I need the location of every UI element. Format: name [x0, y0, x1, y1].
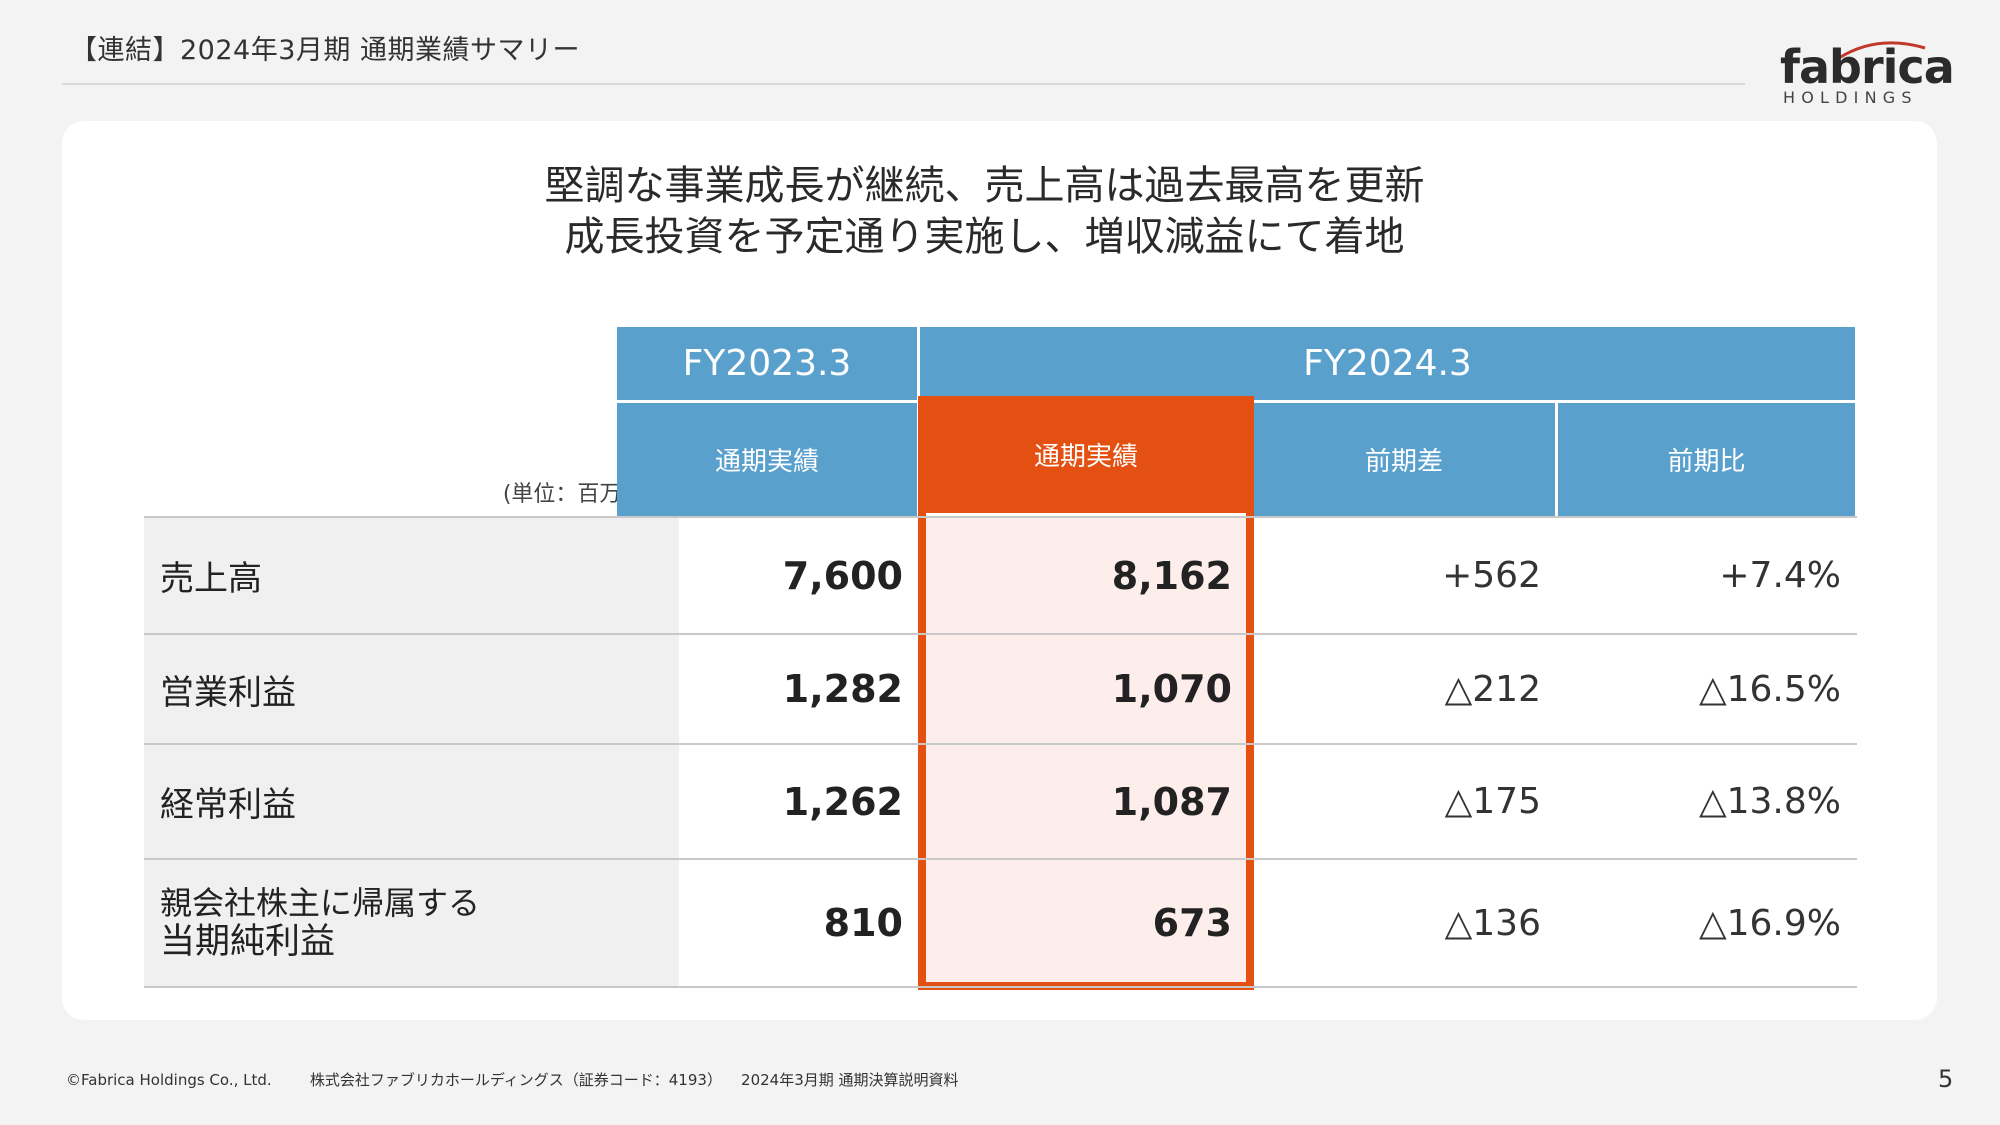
column-header-fy2024-actual: 通期実績 [918, 396, 1254, 513]
table-rule [144, 858, 1857, 860]
cell-fy2023: 1,282 [782, 667, 903, 711]
cell-fy2024: 1,070 [1111, 667, 1232, 711]
highlight-column-fill [924, 516, 1248, 986]
table-rule [144, 633, 1857, 635]
row-label-operating-profit: 営業利益 [144, 635, 679, 743]
row-label-net-income: 親会社株主に帰属する 当期純利益 [144, 860, 679, 986]
cell-fy2024: 1,087 [1111, 779, 1232, 824]
footer-document: 2024年3月期 通期決算説明資料 [741, 1071, 959, 1089]
column-header-fy2023-actual: 通期実績 [617, 403, 917, 516]
footer-company: 株式会社ファブリカホールディングス（証券コード：4193） [309, 1071, 722, 1089]
page-footer: ©Fabrica Holdings Co., Ltd. 株式会社ファブリカホール… [66, 1069, 959, 1090]
cell-ratio: △16.9% [1698, 902, 1841, 944]
logo-wordmark: fabrica [1780, 40, 1955, 94]
cell-ratio: △16.5% [1698, 668, 1841, 710]
headline: 堅調な事業成長が継続、売上高は過去最高を更新 成長投資を予定通り実施し、増収減益… [62, 161, 1907, 263]
page-title: 【連結】2024年3月期 通期業績サマリー [70, 35, 580, 66]
table-rule [144, 516, 1857, 518]
headline-line-2: 成長投資を予定通り実施し、増収減益にて着地 [564, 214, 1405, 260]
summary-card: 堅調な事業成長が継続、売上高は過去最高を更新 成長投資を予定通り実施し、増収減益… [62, 121, 1937, 1020]
column-header-diff: 前期差 [1253, 403, 1555, 516]
cell-fy2023: 1,262 [782, 779, 903, 824]
cell-ratio: △13.8% [1698, 781, 1841, 822]
cell-fy2023: 810 [823, 901, 903, 945]
cell-fy2024: 673 [1152, 901, 1232, 945]
row-label-ordinary-profit: 経常利益 [144, 745, 679, 858]
page-number: 5 [1938, 1065, 1954, 1093]
footer-copyright: ©Fabrica Holdings Co., Ltd. [66, 1071, 272, 1089]
period-header-fy2023: FY2023.3 [617, 327, 917, 400]
header-divider [62, 83, 1745, 85]
row-label-line-2: 当期純利益 [160, 922, 336, 962]
headline-line-1: 堅調な事業成長が継続、売上高は過去最高を更新 [544, 163, 1425, 209]
cell-fy2024: 8,162 [1111, 553, 1232, 598]
period-header-fy2024: FY2024.3 [920, 327, 1855, 400]
table-rule [144, 986, 1857, 988]
column-header-ratio: 前期比 [1558, 403, 1855, 516]
cell-diff: △212 [1444, 668, 1541, 710]
company-logo: fabrica HOLDINGS [1775, 32, 1955, 112]
cell-fy2023: 7,600 [782, 553, 903, 598]
table-rule [144, 743, 1857, 745]
row-label-sales: 売上高 [144, 518, 679, 633]
row-label-line-1: 親会社株主に帰属する [160, 884, 481, 922]
logo-subtitle: HOLDINGS [1783, 88, 1918, 107]
cell-ratio: +7.4% [1719, 555, 1841, 596]
cell-diff: +562 [1442, 555, 1541, 596]
cell-diff: △136 [1444, 902, 1541, 944]
logo-swoosh-icon [1838, 41, 1926, 60]
cell-diff: △175 [1444, 781, 1541, 822]
